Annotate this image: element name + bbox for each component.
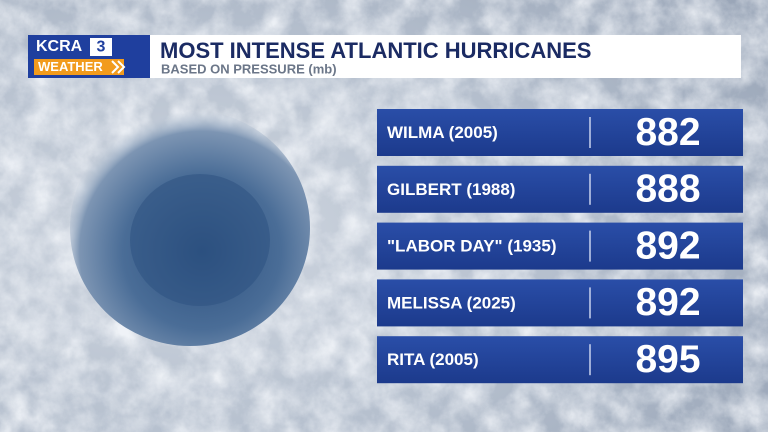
hurricane-name: GILBERT (1988) [387, 180, 515, 199]
logo-chevrons [111, 60, 126, 74]
hurricane-name: RITA (2005) [387, 350, 479, 369]
eye-core [130, 174, 270, 306]
logo-brand-box [34, 59, 124, 75]
row [377, 279, 743, 327]
row [377, 336, 743, 384]
table: WILMA (2005) 882 GILBERT (1988) 888 "LABOR D… [377, 109, 743, 384]
pressure-value: 892 [635, 281, 700, 324]
hurricane-name: "LABOR DAY" (1935) [387, 237, 556, 256]
pressure-value: 895 [635, 338, 700, 381]
logo-brand: WEATHER [38, 59, 103, 74]
title: MOST INTENSE ATLANTIC HURRICANES [160, 38, 591, 63]
logo-station: KCRA [36, 38, 83, 55]
pressure-value: 882 [635, 111, 700, 154]
pressure-value: 888 [635, 168, 700, 211]
logo-channel-box [90, 38, 112, 56]
row [377, 165, 743, 213]
row [377, 109, 743, 156]
subtitle: BASED ON PRESSURE (mb) [161, 61, 337, 76]
logo-channel: 3 [97, 39, 106, 56]
hurricane-name: WILMA (2005) [387, 123, 498, 142]
hurricane-name: MELISSA (2025) [387, 293, 516, 312]
pressure-value: 892 [635, 224, 700, 267]
row [377, 222, 743, 270]
